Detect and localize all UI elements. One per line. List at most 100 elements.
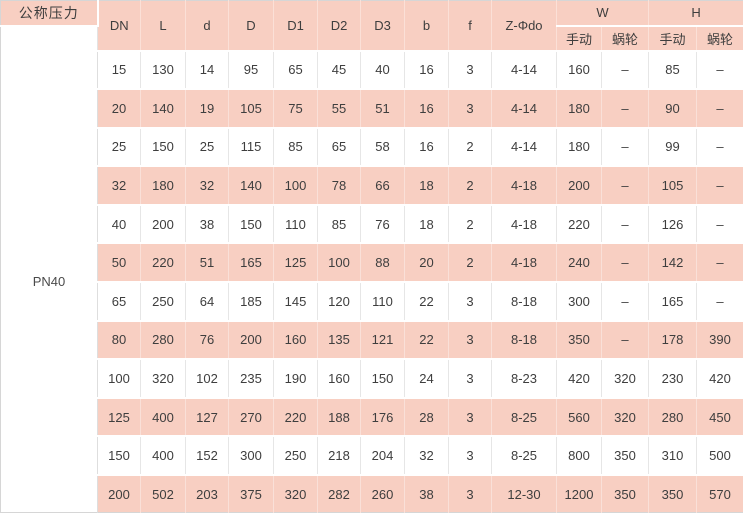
table-cell: 4-18 — [491, 242, 557, 283]
table-cell: 110 — [360, 281, 405, 321]
table-cell: 160 — [273, 319, 318, 360]
header-row-top: 公称压力 DN L d D D1 D2 D3 b f Z-Φdo W H — [0, 0, 743, 51]
table-cell: 570 — [696, 474, 743, 513]
table-cell: 140 — [140, 88, 186, 128]
table-cell: 180 — [140, 165, 186, 205]
table-cell: 3 — [448, 435, 492, 476]
table-cell: 1200 — [556, 474, 602, 513]
table-cell: 178 — [648, 319, 697, 360]
table-cell: 32 — [185, 165, 229, 205]
table-cell: – — [601, 88, 649, 128]
table-cell: 25 — [97, 126, 141, 167]
table-cell: 350 — [601, 474, 649, 513]
table-row: 125 400 127 270 220 188 176 28 3 8-25 560 320 280 450 — [1, 396, 743, 437]
table-cell: 14 — [185, 49, 229, 90]
pressure-column-header: 公称压力 — [0, 0, 99, 27]
table-cell: 65 — [97, 281, 141, 321]
table-cell: 3 — [448, 319, 492, 360]
table-cell: 2 — [448, 126, 492, 167]
table-cell: 115 — [228, 126, 274, 167]
table-cell: 32 — [404, 435, 449, 476]
col-group-w: W — [556, 0, 649, 27]
table-row: PN40 15 130 14 95 65 45 40 16 3 4-14 160–85– — [0, 49, 743, 513]
table-cell: 180 — [556, 126, 602, 167]
table-cell: 142 — [648, 242, 697, 283]
table-cell: 4-18 — [491, 203, 557, 244]
table-cell: 350 — [556, 319, 602, 360]
col-header-d1: D1 — [273, 0, 318, 51]
table-cell: 150 — [97, 435, 141, 476]
table-cell: 300 — [556, 281, 602, 321]
table-cell: 50 — [97, 242, 141, 283]
table-cell: 22 — [404, 319, 449, 360]
table-cell: – — [696, 242, 743, 283]
table-cell: 2 — [448, 203, 492, 244]
table-cell: 180 — [556, 88, 602, 128]
col-header-dd: D — [228, 0, 274, 51]
table-cell: 75 — [273, 88, 318, 128]
table-cell: 51 — [360, 88, 405, 128]
table-row: 80 280 76 200 160 135 121 22 3 8-18 350–178 390 — [1, 319, 743, 360]
table-cell: 204 — [360, 435, 405, 476]
table-cell: 200 — [228, 319, 274, 360]
table-cell: 38 — [185, 203, 229, 244]
table-cell: 280 — [648, 396, 697, 437]
table-cell: 102 — [185, 358, 229, 398]
col-header-w-manual: 手动 — [556, 25, 602, 51]
table-cell: – — [601, 319, 649, 360]
table-cell: 188 — [317, 396, 361, 437]
col-header-z: Z-Φdo — [491, 0, 557, 51]
table-cell: – — [696, 281, 743, 321]
table-cell: 80 — [97, 319, 141, 360]
table-cell: 3 — [448, 49, 492, 90]
table-cell: 4-14 — [491, 49, 557, 90]
table-row: 25 150 25 115 85 65 58 16 2 4-14 180–99– — [1, 126, 743, 167]
table-cell: 220 — [556, 203, 602, 244]
table-cell: 65 — [317, 126, 361, 167]
header-row-sub: 手动 蜗轮 手动 蜗轮 — [0, 25, 743, 51]
col-header-h-worm: 蜗轮 — [696, 25, 743, 51]
table-cell: – — [601, 126, 649, 167]
table-cell: 400 — [140, 396, 186, 437]
table-cell: 85 — [317, 203, 361, 244]
table-cell: 152 — [185, 435, 229, 476]
table-cell: 502 — [140, 474, 186, 513]
table-cell: 8-25 — [491, 396, 557, 437]
table-cell: 8-18 — [491, 319, 557, 360]
table-cell: 282 — [317, 474, 361, 513]
table-row: 50 220 51 165 125 100 88 20 2 4-18 240–142– — [1, 242, 743, 283]
col-header-f: f — [448, 0, 492, 51]
col-header-dn: DN — [97, 0, 141, 51]
table-cell: 450 — [696, 396, 743, 437]
table-cell: 800 — [556, 435, 602, 476]
table-cell: 25 — [185, 126, 229, 167]
table-cell: 24 — [404, 358, 449, 398]
table-cell: 135 — [317, 319, 361, 360]
table-cell: 40 — [360, 49, 405, 90]
table-cell: 200 — [97, 474, 141, 513]
table-cell: 250 — [273, 435, 318, 476]
table-cell: 125 — [97, 396, 141, 437]
table-cell: 38 — [404, 474, 449, 513]
table-cell: 200 — [140, 203, 186, 244]
table-cell: 32 — [97, 165, 141, 205]
table-cell: 28 — [404, 396, 449, 437]
table-cell: 4-14 — [491, 126, 557, 167]
table-cell: 55 — [317, 88, 361, 128]
table-cell: 85 — [648, 49, 697, 90]
table-cell: – — [696, 88, 743, 128]
col-header-d2: D2 — [317, 0, 361, 51]
table-cell: 16 — [404, 49, 449, 90]
table-cell: 18 — [404, 165, 449, 205]
table-cell: 15 — [97, 49, 141, 90]
table-cell: 78 — [317, 165, 361, 205]
table-cell: 165 — [228, 242, 274, 283]
table-cell: 185 — [228, 281, 274, 321]
table-cell: 130 — [140, 49, 186, 90]
table-header: 公称压力 DN L d D D1 D2 D3 b f Z-Φdo W H 手动 … — [0, 0, 743, 51]
table-cell: 3 — [448, 396, 492, 437]
table-cell: 3 — [448, 281, 492, 321]
table-cell: 3 — [448, 88, 492, 128]
